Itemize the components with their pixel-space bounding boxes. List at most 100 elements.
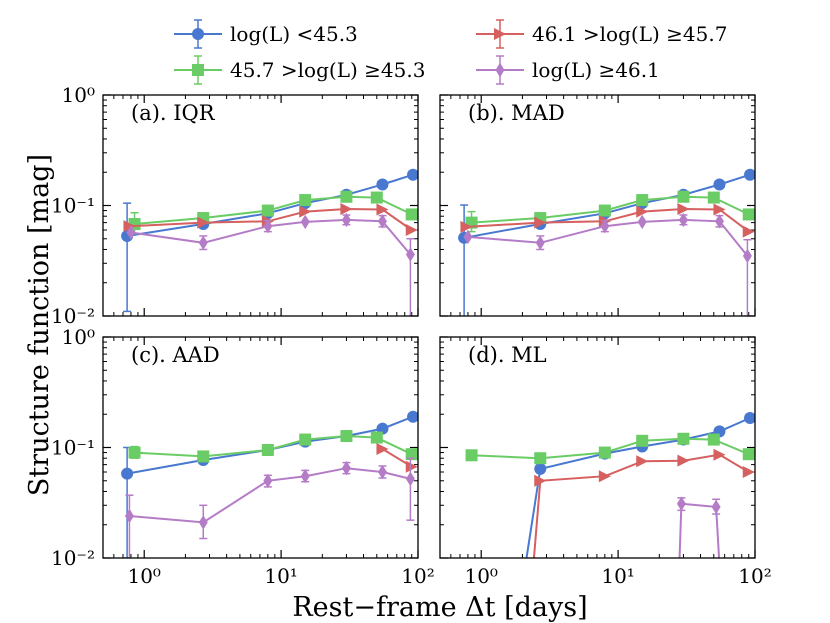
- data-point: [405, 448, 418, 461]
- data-point: [407, 168, 418, 181]
- panel-frame: [439, 336, 756, 559]
- panel-frame: [102, 336, 419, 559]
- x-tick-label: 10¹: [264, 564, 297, 588]
- legend-label: 46.1 >log(L) ≥45.7: [532, 22, 727, 46]
- data-point: [376, 178, 389, 191]
- data-point: [299, 433, 312, 446]
- data-point: [707, 191, 720, 204]
- x-tick-label: 10⁰: [464, 564, 497, 588]
- panel-title: (d). ML: [468, 343, 547, 367]
- panel-data: [458, 168, 755, 316]
- data-point: [711, 499, 721, 515]
- data-point: [707, 433, 720, 446]
- data-point: [742, 448, 755, 461]
- data-point: [377, 464, 387, 480]
- panel-data: [121, 168, 418, 316]
- data-point: [677, 190, 690, 203]
- series-L4: [463, 212, 752, 316]
- panel-ticks: [439, 336, 756, 559]
- data-point: [299, 205, 312, 218]
- legend-label: 45.7 >log(L) ≥45.3: [230, 58, 425, 82]
- data-point: [121, 467, 134, 480]
- data-point: [370, 431, 383, 444]
- panel-a: (a). IQR 10⁻² 10⁻¹ 10⁰: [51, 83, 419, 328]
- series-L2: [128, 430, 418, 463]
- data-point: [128, 446, 141, 459]
- data-point: [678, 212, 688, 228]
- data-point: [714, 214, 724, 229]
- panel-title: (c). AAD: [131, 343, 220, 367]
- panel-b: (b). MAD: [439, 94, 756, 317]
- data-point: [677, 202, 690, 215]
- data-point: [370, 191, 383, 204]
- data-point: [197, 450, 210, 463]
- data-point: [636, 194, 649, 207]
- y-tick-label: 10⁰: [62, 83, 95, 107]
- data-point: [460, 220, 473, 233]
- data-point: [198, 515, 208, 530]
- y-tick-label: 10⁻²: [51, 546, 95, 570]
- data-point: [261, 443, 274, 456]
- data-point: [742, 225, 755, 238]
- data-point: [598, 470, 611, 483]
- legend-entry-L2: 45.7 >log(L) ≥45.3: [174, 55, 425, 85]
- legend-label: log(L) <45.3: [230, 22, 358, 46]
- series-line: [678, 502, 721, 558]
- data-point: [742, 466, 755, 479]
- data-point: [123, 220, 136, 233]
- data-point: [376, 442, 389, 455]
- data-point: [198, 235, 208, 250]
- data-point: [341, 460, 351, 476]
- series-L3: [532, 448, 755, 558]
- x-tick-label: 10²: [401, 564, 434, 588]
- legend: log(L) <45.3 45.7 >log(L) ≥45.3 46.1 >log(…: [174, 19, 727, 85]
- data-point: [600, 218, 610, 234]
- data-point: [340, 202, 353, 215]
- data-point: [598, 204, 611, 217]
- panel-data: [121, 410, 418, 558]
- data-point: [407, 410, 418, 423]
- series-L4: [124, 457, 415, 558]
- data-point: [677, 432, 690, 445]
- x-tick-label: 10⁰: [127, 564, 160, 588]
- panel-data: [465, 411, 755, 558]
- data-point: [340, 430, 353, 443]
- data-point: [300, 468, 310, 484]
- data-point: [261, 204, 274, 217]
- data-point: [676, 496, 686, 511]
- data-point: [299, 194, 312, 207]
- legend-marker: [192, 64, 204, 76]
- data-point: [535, 235, 545, 250]
- x-axis-title: Rest−frame Δt [days]: [292, 592, 587, 623]
- data-point: [405, 460, 418, 473]
- data-point: [405, 208, 418, 221]
- data-point: [300, 214, 310, 230]
- y-axis-title: Structure function [mag]: [24, 154, 55, 496]
- data-point: [197, 216, 210, 229]
- data-point: [636, 434, 649, 447]
- series-L2: [465, 432, 755, 465]
- panel-title: (a). IQR: [131, 101, 216, 125]
- y-tick-label: 10⁻¹: [51, 436, 95, 460]
- data-point: [637, 214, 647, 230]
- panel-c: (c). AAD 10⁰ 10¹ 10² 10⁻² 10⁻¹ 10⁰: [51, 325, 435, 588]
- data-point: [534, 452, 547, 465]
- data-point: [465, 449, 478, 462]
- series-line: [129, 467, 411, 524]
- x-tick-label: 10²: [738, 564, 771, 588]
- data-point: [463, 229, 473, 245]
- data-point: [376, 203, 389, 216]
- data-point: [126, 225, 136, 240]
- data-point: [744, 411, 755, 424]
- panel-d: (d). ML 10⁰ 10¹ 10²: [439, 336, 772, 588]
- data-point: [636, 205, 649, 218]
- legend-marker: [192, 28, 204, 40]
- series-L4: [676, 496, 721, 558]
- x-tick-label: 10¹: [601, 564, 634, 588]
- panel-ticks: [102, 94, 419, 317]
- data-point: [377, 214, 387, 229]
- data-point: [744, 168, 755, 181]
- data-point: [598, 446, 611, 459]
- panel-frame: [102, 94, 419, 317]
